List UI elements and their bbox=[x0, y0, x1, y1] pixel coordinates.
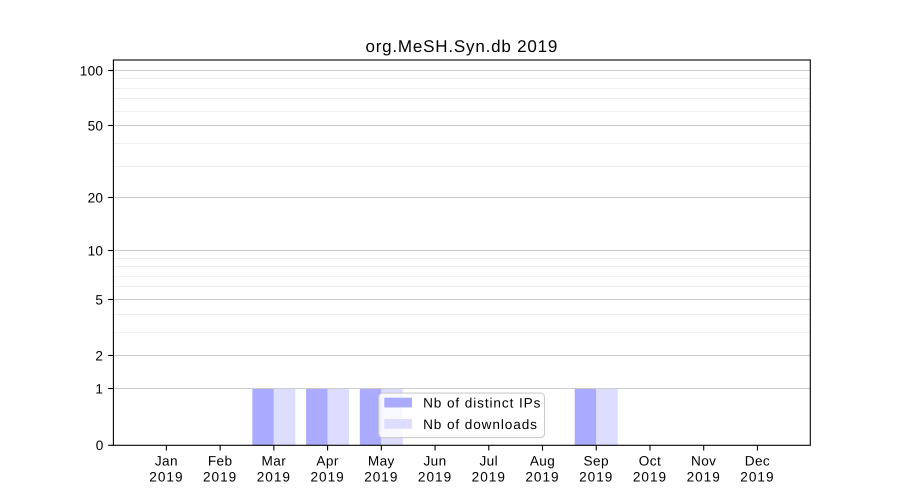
svg-text:2019: 2019 bbox=[633, 470, 667, 485]
svg-text:2019: 2019 bbox=[525, 470, 559, 485]
svg-text:Aug: Aug bbox=[530, 454, 555, 469]
svg-text:20: 20 bbox=[88, 190, 104, 205]
svg-text:2019: 2019 bbox=[364, 470, 398, 485]
svg-text:2019: 2019 bbox=[472, 470, 506, 485]
svg-text:2019: 2019 bbox=[579, 470, 613, 485]
svg-text:Nb of downloads: Nb of downloads bbox=[423, 417, 538, 432]
svg-text:2019: 2019 bbox=[687, 470, 721, 485]
svg-text:Apr: Apr bbox=[316, 454, 338, 469]
svg-text:1: 1 bbox=[95, 381, 103, 396]
svg-text:2019: 2019 bbox=[149, 470, 183, 485]
svg-text:Mar: Mar bbox=[262, 454, 287, 469]
svg-text:May: May bbox=[368, 454, 395, 469]
svg-text:Sep: Sep bbox=[584, 454, 609, 469]
svg-text:2019: 2019 bbox=[418, 470, 452, 485]
svg-text:0: 0 bbox=[96, 438, 104, 453]
svg-text:Jan: Jan bbox=[155, 454, 178, 469]
svg-text:Dec: Dec bbox=[745, 454, 770, 469]
svg-text:Oct: Oct bbox=[639, 454, 661, 469]
svg-text:Jul: Jul bbox=[479, 454, 498, 469]
svg-text:org.MeSH.Syn.db 2019: org.MeSH.Syn.db 2019 bbox=[365, 37, 558, 56]
svg-text:2019: 2019 bbox=[740, 470, 774, 485]
svg-text:100: 100 bbox=[80, 63, 104, 78]
svg-text:10: 10 bbox=[88, 243, 104, 258]
svg-text:2019: 2019 bbox=[203, 470, 237, 485]
svg-text:Feb: Feb bbox=[208, 454, 233, 469]
svg-text:50: 50 bbox=[88, 118, 104, 133]
svg-text:5: 5 bbox=[95, 292, 103, 307]
svg-text:2019: 2019 bbox=[257, 470, 291, 485]
svg-text:Nb of distinct IPs: Nb of distinct IPs bbox=[423, 396, 541, 411]
svg-text:Nov: Nov bbox=[691, 454, 716, 469]
svg-text:2019: 2019 bbox=[310, 470, 344, 485]
svg-text:2: 2 bbox=[95, 348, 103, 363]
svg-text:Jun: Jun bbox=[423, 454, 446, 469]
